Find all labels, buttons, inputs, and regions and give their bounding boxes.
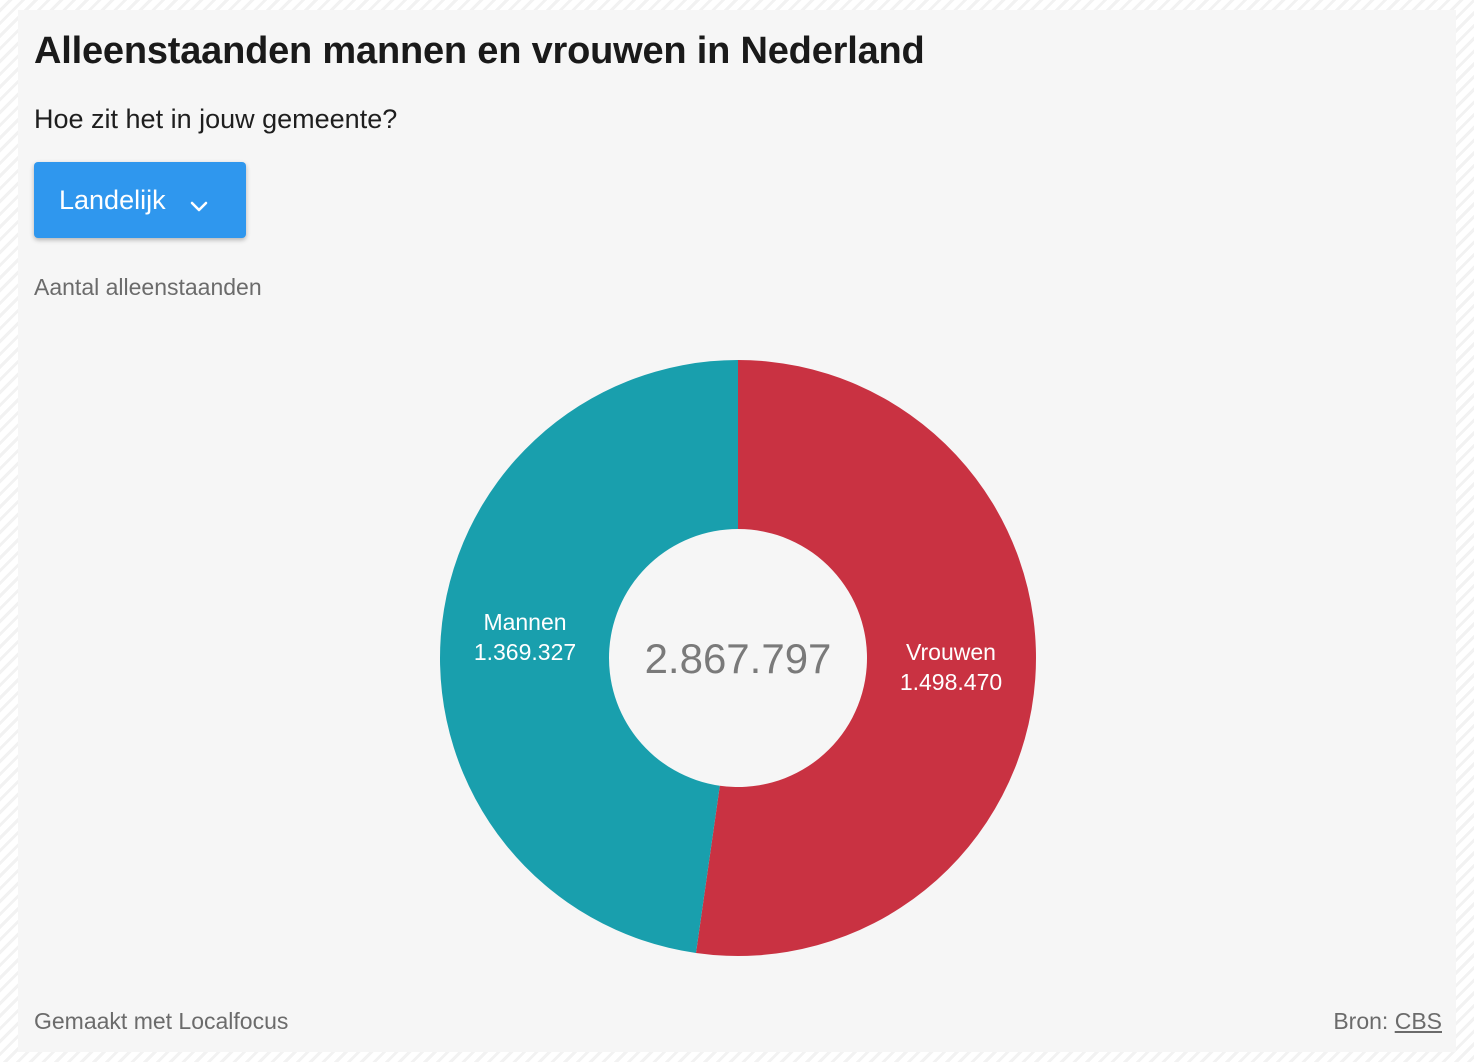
slice-name-label: Mannen	[483, 609, 566, 635]
chart-measure-label: Aantal alleenstaanden	[34, 274, 262, 300]
chart-card: Alleenstaanden mannen en vrouwen in Nede…	[18, 10, 1456, 1052]
footer-credit: Gemaakt met Localfocus	[34, 1008, 289, 1034]
source-prefix: Bron:	[1333, 1008, 1389, 1034]
donut-chart: Vrouwen 1.498.470 Mannen 1.369.327 2.867.797	[439, 360, 1036, 956]
footer-source: Bron: CBS	[1333, 1008, 1442, 1035]
slice-value-label: 1.369.327	[474, 639, 576, 665]
slice-name-label: Vrouwen	[906, 639, 996, 665]
page-title: Alleenstaanden mannen en vrouwen in Nede…	[34, 30, 925, 72]
source-link[interactable]: CBS	[1394, 1008, 1442, 1034]
page-subtitle: Hoe zit het in jouw gemeente?	[34, 104, 398, 134]
donut-total-label: 2.867.797	[645, 635, 832, 682]
region-dropdown-label: Landelijk	[59, 184, 166, 215]
donut-slice-vrouwen[interactable]	[695, 360, 1036, 956]
slice-value-label: 1.498.470	[900, 669, 1002, 695]
region-dropdown[interactable]: Landelijk	[34, 162, 246, 238]
chevron-down-icon	[189, 190, 209, 221]
donut-slice-mannen[interactable]	[439, 360, 738, 954]
